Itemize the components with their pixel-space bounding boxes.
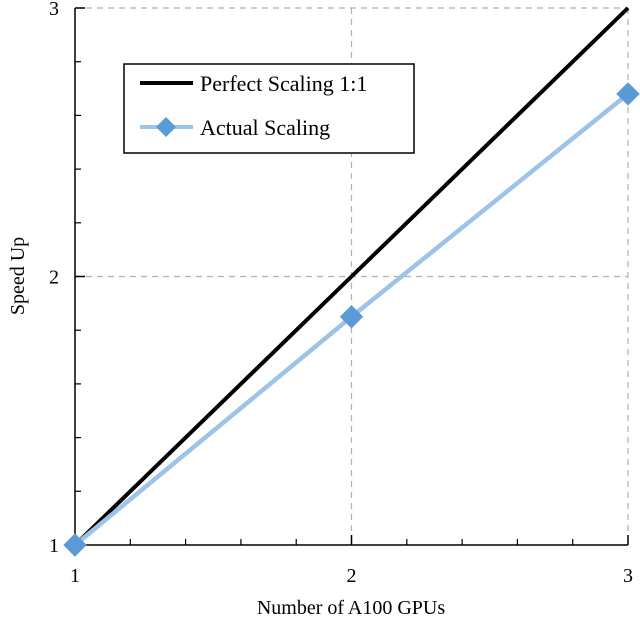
data-point-actual-scaling-3 xyxy=(616,82,640,106)
legend-label-actual-scaling: Actual Scaling xyxy=(200,115,330,140)
series-line-perfect-scaling-1-1 xyxy=(73,6,630,547)
data-series xyxy=(63,6,640,557)
y-tick-label-1: 1 xyxy=(49,535,59,557)
legend: Perfect Scaling 1:1 Actual Scaling xyxy=(123,63,415,154)
legend-marker-actual-scaling xyxy=(156,117,176,137)
y-tick-label-3: 3 xyxy=(49,0,59,20)
data-point-actual-scaling-1 xyxy=(63,533,87,557)
data-point-actual-scaling-2 xyxy=(339,305,364,329)
x-tick-label-2: 2 xyxy=(347,565,357,587)
x-axis-title: Number of A100 GPUs xyxy=(257,597,446,619)
x-tick-label-3: 3 xyxy=(623,565,633,587)
axis-ticks: 1 2 3 1 2 3 xyxy=(49,0,633,587)
y-tick-label-2: 2 xyxy=(49,267,59,289)
legend-label-perfect-scaling: Perfect Scaling 1:1 xyxy=(200,71,367,96)
x-tick-label-1: 1 xyxy=(70,565,80,587)
y-axis-title: Speed Up xyxy=(7,237,29,315)
legend-box xyxy=(123,63,415,154)
